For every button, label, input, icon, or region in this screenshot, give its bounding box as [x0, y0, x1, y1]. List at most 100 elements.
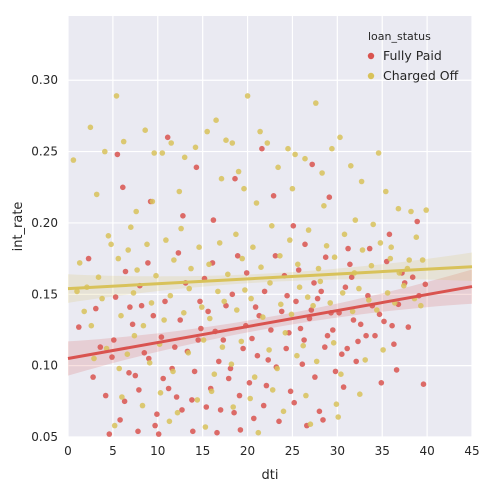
data-point: [210, 217, 217, 223]
data-point: [108, 241, 114, 248]
data-point: [341, 231, 348, 238]
data-point: [355, 338, 361, 345]
data-point: [135, 428, 141, 435]
data-point: [260, 402, 267, 409]
data-point: [386, 231, 393, 238]
data-point: [322, 344, 328, 350]
data-point: [301, 337, 307, 343]
y-tick-label: 0.20: [31, 216, 58, 230]
data-point: [231, 409, 237, 416]
data-point: [175, 250, 182, 256]
data-point: [304, 294, 311, 300]
data-point: [278, 308, 285, 315]
data-point: [313, 358, 320, 365]
data-point: [235, 168, 242, 175]
y-tick-label: 0.30: [31, 73, 58, 87]
data-point: [247, 395, 253, 402]
data-point: [250, 244, 256, 250]
data-point: [233, 231, 239, 238]
data-point: [214, 429, 220, 436]
x-tick-label: 10: [150, 444, 165, 458]
data-point: [115, 255, 122, 262]
data-point: [333, 401, 340, 408]
data-point: [290, 223, 297, 229]
data-point: [287, 388, 294, 395]
regression-lines: [67, 265, 473, 360]
data-point: [413, 234, 420, 240]
data-point: [176, 188, 183, 195]
data-point: [289, 185, 296, 192]
data-point: [216, 358, 222, 365]
data-point: [237, 427, 244, 433]
data-point: [181, 310, 187, 316]
data-point: [145, 260, 151, 266]
data-point: [339, 351, 345, 358]
data-point: [342, 284, 349, 291]
data-point: [130, 290, 137, 296]
data-point: [200, 337, 207, 343]
data-point: [295, 261, 301, 268]
data-point: [321, 203, 327, 209]
data-point: [225, 271, 231, 278]
data-point: [418, 302, 424, 309]
data-point: [330, 327, 336, 333]
data-point: [340, 384, 347, 390]
data-point: [357, 321, 364, 328]
data-point: [228, 361, 235, 368]
data-point: [88, 322, 95, 329]
data-point: [327, 300, 334, 306]
data-point: [344, 345, 351, 352]
data-point: [105, 233, 112, 239]
x-axis-label: dti: [262, 468, 279, 483]
data-point: [337, 134, 343, 141]
data-point: [197, 298, 203, 305]
data-point: [155, 431, 162, 437]
data-point: [74, 288, 80, 295]
data-point: [249, 335, 255, 342]
data-point: [141, 350, 148, 356]
data-point: [316, 408, 323, 415]
data-point: [195, 337, 201, 343]
legend-label-charged-off: Charged Off: [383, 68, 459, 83]
data-point: [374, 307, 380, 313]
data-point: [117, 417, 123, 423]
data-point: [277, 253, 283, 259]
data-point: [216, 240, 223, 246]
y-axis-label: int_rate: [11, 202, 26, 252]
x-tick-label: 30: [330, 444, 345, 458]
data-point: [87, 124, 94, 131]
data-point: [362, 357, 369, 363]
data-point: [163, 237, 169, 243]
data-point: [93, 191, 100, 198]
data-point: [365, 292, 371, 299]
data-point: [196, 244, 202, 250]
data-point: [165, 385, 172, 392]
x-tick-label: 35: [375, 444, 390, 458]
data-point: [287, 237, 293, 243]
data-point: [111, 422, 118, 429]
data-point: [234, 307, 240, 313]
grid-lines: [67, 16, 473, 438]
data-point: [99, 295, 105, 302]
data-points: [70, 93, 430, 437]
data-point: [356, 285, 362, 292]
data-point: [276, 418, 282, 425]
data-point: [251, 374, 258, 380]
data-point: [409, 274, 416, 281]
data-point: [160, 375, 166, 382]
data-point: [142, 127, 148, 133]
data-point: [302, 155, 308, 162]
data-point: [181, 154, 188, 161]
data-point: [206, 261, 212, 268]
data-point: [102, 148, 108, 155]
data-point: [173, 394, 180, 400]
data-point: [223, 137, 229, 143]
data-point: [303, 392, 309, 399]
data-point: [158, 334, 165, 340]
data-point: [144, 241, 150, 248]
data-point: [81, 308, 87, 315]
data-point: [261, 288, 268, 295]
data-point: [324, 332, 331, 339]
data-point: [154, 411, 160, 418]
